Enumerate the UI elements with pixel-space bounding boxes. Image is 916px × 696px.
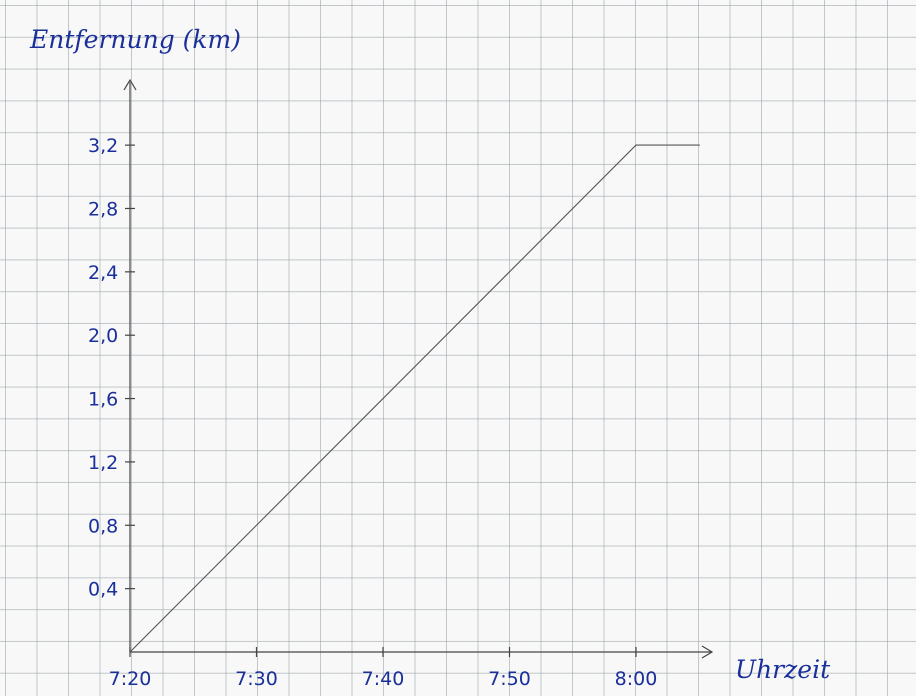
y-tick-label: 2,8 [88, 198, 118, 220]
data-point [635, 144, 637, 146]
x-tick-label: 7:40 [362, 668, 405, 690]
y-axis-title: Entfernung (km) [29, 25, 241, 54]
y-tick-label: 1,2 [88, 452, 118, 474]
x-tick-label: 7:30 [235, 668, 278, 690]
y-tick-label: 2,0 [88, 325, 118, 347]
y-axis-arrow [123, 78, 137, 91]
x-tick-label: 7:20 [109, 668, 152, 690]
y-tick-label: 0,8 [88, 515, 118, 537]
y-tick-label: 3,2 [88, 135, 118, 157]
x-axis-title: Uhrzeit [735, 655, 831, 684]
y-tick-label: 0,4 [88, 579, 118, 601]
distance-line [129, 144, 700, 653]
x-axis-arrow [701, 645, 714, 659]
ticks-layer: 0,4 0,8 1,2 1,6 2,0 2,4 2,8 3,2 7:20 7:30 7:40 7:50… [88, 135, 657, 690]
data-point [698, 144, 700, 146]
data-point [129, 651, 131, 653]
y-tick-label: 1,6 [88, 389, 118, 411]
x-tick-label: 8:00 [615, 668, 658, 690]
series-layer [129, 144, 700, 653]
y-tick-label: 2,4 [88, 262, 118, 284]
x-tick-label: 7:50 [488, 668, 531, 690]
